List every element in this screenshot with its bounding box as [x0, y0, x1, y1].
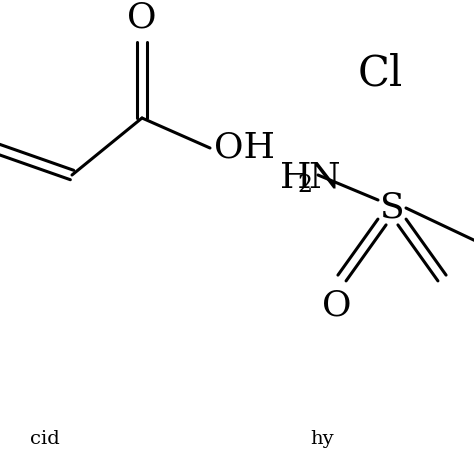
Text: O: O [127, 0, 157, 34]
Text: S: S [380, 191, 404, 225]
Text: N: N [308, 161, 340, 195]
Text: Cl: Cl [358, 52, 403, 94]
Text: hy: hy [310, 430, 334, 448]
Text: OH: OH [214, 131, 275, 165]
Text: H: H [280, 161, 311, 195]
Text: 2: 2 [297, 174, 312, 198]
Text: cid: cid [30, 430, 60, 448]
Text: O: O [322, 288, 352, 322]
